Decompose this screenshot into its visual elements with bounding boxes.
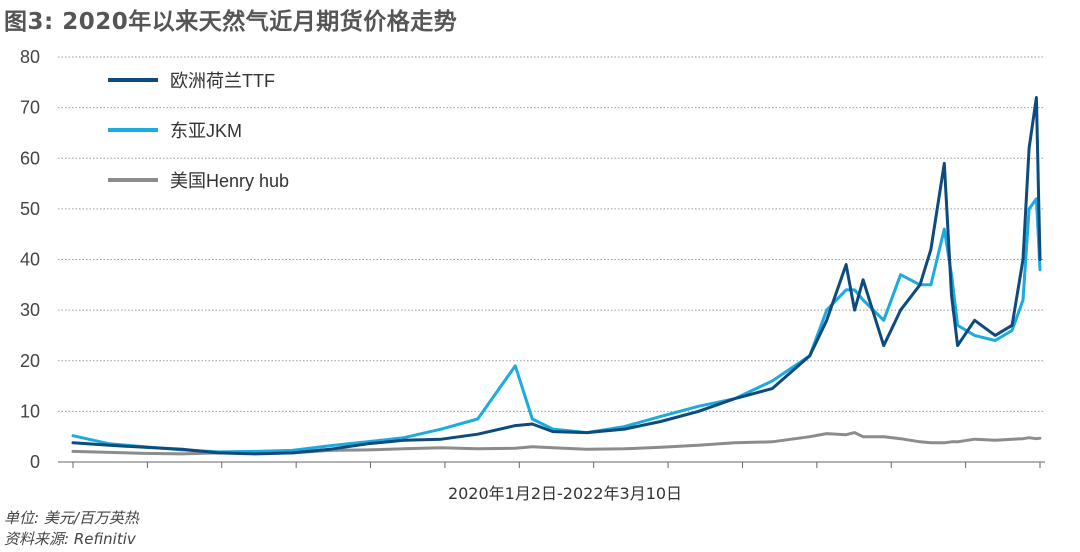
y-tick-label: 30 [20,300,40,320]
y-tick-label: 80 [20,47,40,67]
chart-title: 图3: 2020年以来天然气近月期货价格走势 [4,9,458,35]
legend: 欧洲荷兰TTF 东亚JKM 美国Henry hub [108,71,289,191]
legend-label: 美国Henry hub [170,171,289,191]
y-tick-label: 50 [20,199,40,219]
y-tick-label: 60 [20,148,40,168]
series-lines [71,96,1042,456]
line-chart: 0 10 20 30 40 50 60 70 80 欧洲荷兰TTF 东亚JKM 美国Henry hu… [20,47,1045,503]
x-axis [58,461,1045,468]
y-tick-label: 0 [30,452,40,472]
ttf-line [71,96,1042,456]
source-note: 资料来源: Refinitiv [4,530,136,548]
x-axis-label: 2020年1月2日-2022年3月10日 [448,484,682,503]
y-axis-ticks: 0 10 20 30 40 50 60 70 80 [20,47,40,472]
legend-label: 东亚JKM [170,121,242,141]
y-tick-label: 10 [20,401,40,421]
unit-note: 单位: 美元/百万英热 [4,509,139,527]
gridlines [58,56,1045,412]
y-tick-label: 70 [20,98,40,118]
y-tick-label: 20 [20,351,40,371]
y-tick-label: 40 [20,250,40,270]
legend-label: 欧洲荷兰TTF [170,71,275,91]
